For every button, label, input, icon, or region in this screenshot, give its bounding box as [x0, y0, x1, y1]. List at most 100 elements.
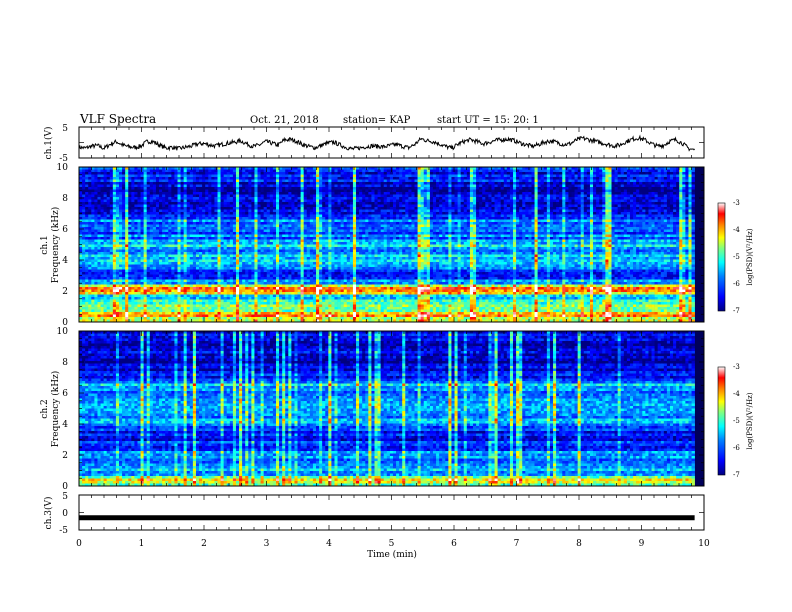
spectrogram-cell [150, 307, 153, 310]
spectrogram-cell [119, 200, 122, 203]
spectrogram-cell [144, 217, 147, 220]
spectrogram-cell [141, 297, 144, 300]
spectrogram-cell [218, 280, 221, 283]
spectrogram-cell [190, 190, 193, 193]
spectrogram-cell [304, 172, 307, 175]
spectrogram-cell [202, 287, 205, 290]
spectrogram-cell [239, 255, 242, 258]
spectrogram-cell [79, 240, 82, 243]
spectrogram-cell [141, 260, 144, 263]
spectrogram-cell [174, 260, 177, 263]
spectrogram-cell [104, 242, 107, 245]
spectrogram-cell [144, 312, 147, 315]
spectrogram-cell [205, 285, 208, 288]
spectrogram-cell [264, 232, 267, 235]
spectrogram-cell [273, 307, 276, 310]
spectrogram-cell [110, 250, 113, 253]
spectrogram-cell [156, 232, 159, 235]
spectrogram-cell [304, 265, 307, 268]
spectrogram-cell [261, 170, 264, 173]
spectrogram-cell [199, 182, 202, 185]
spectrogram-cell [307, 282, 310, 285]
spectrogram-cell [202, 310, 205, 313]
spectrogram-cell [174, 195, 177, 198]
spectrogram-cell [202, 285, 205, 288]
spectrogram-cell [131, 262, 134, 265]
spectrogram-cell [307, 227, 310, 230]
spectrogram-cell [174, 225, 177, 228]
spectrogram-cell [104, 247, 107, 250]
spectrogram-cell [131, 312, 134, 315]
spectrogram-cell [267, 207, 270, 210]
spectrogram-cell [196, 282, 199, 285]
spectrogram-cell [85, 315, 88, 318]
spectrogram-cell [119, 250, 122, 253]
spectrogram-cell [221, 197, 224, 200]
spectrogram-cell [242, 310, 245, 313]
spectrogram-cell [218, 282, 221, 285]
spectrogram-cell [221, 225, 224, 228]
spectrogram-cell [310, 235, 313, 238]
spectrogram-cell [156, 190, 159, 193]
spectrogram-cell [208, 197, 211, 200]
spectrogram-cell [128, 245, 131, 248]
spectrogram-cell [196, 182, 199, 185]
spectrogram-cell [224, 182, 227, 185]
spectrogram-cell [82, 277, 85, 280]
spectrogram-cell [298, 275, 301, 278]
spectrogram-cell [291, 237, 294, 240]
spectrogram-cell [230, 177, 233, 180]
spectrogram-cell [298, 212, 301, 215]
spectrogram-cell [137, 200, 140, 203]
spectrogram-cell [131, 290, 134, 293]
spectrogram-cell [122, 230, 125, 233]
spectrogram-cell [190, 177, 193, 180]
spectrogram-cell [227, 257, 230, 260]
spectrogram-cell [178, 220, 181, 223]
spectrogram-cell [147, 280, 150, 283]
spectrogram-cell [137, 245, 140, 248]
spectrogram-cell [285, 170, 288, 173]
spectrogram-cell [307, 257, 310, 260]
spectrogram-cell [288, 280, 291, 283]
spectrogram-cell [276, 302, 279, 305]
spectrogram-cell [159, 252, 162, 255]
spectrogram-cell [304, 297, 307, 300]
spectrogram-cell [184, 285, 187, 288]
spectrogram-cell [122, 242, 125, 245]
spectrogram-cell [150, 272, 153, 275]
spectrogram-cell [282, 270, 285, 273]
spectrogram-cell [134, 265, 137, 268]
spectrogram-cell [270, 235, 273, 238]
spectrogram-cell [101, 265, 104, 268]
spectrogram-cell [156, 180, 159, 183]
spectrogram-cell [230, 252, 233, 255]
spectrogram-cell [285, 315, 288, 318]
spectrogram-cell [85, 185, 88, 188]
spectrogram-cell [261, 290, 264, 293]
spectrogram-cell [82, 255, 85, 258]
spectrogram-cell [168, 200, 171, 203]
spectrogram-cell [165, 265, 168, 268]
spectrogram-cell [150, 232, 153, 235]
spectrogram-cell [190, 225, 193, 228]
spectrogram-cell [221, 272, 224, 275]
spectrogram-cell [273, 200, 276, 203]
spectrogram-cell [245, 275, 248, 278]
spectrogram-cell [196, 260, 199, 263]
spectrogram-cell [316, 230, 319, 233]
spectrogram-cell [159, 212, 162, 215]
spectrogram-cell [227, 267, 230, 270]
spectrogram-cell [101, 290, 104, 293]
spectrogram-cell [267, 235, 270, 238]
spectrogram-cell [242, 307, 245, 310]
spectrogram-cell [171, 190, 174, 193]
spectrogram-cell [202, 237, 205, 240]
spectrogram-cell [202, 227, 205, 230]
spectrogram-cell [104, 192, 107, 195]
spectrogram-cell [310, 260, 313, 263]
spectrogram-cell [242, 190, 245, 193]
spectrogram-cell [276, 280, 279, 283]
spectrogram-cell [181, 240, 184, 243]
spectrogram-cell [85, 267, 88, 270]
